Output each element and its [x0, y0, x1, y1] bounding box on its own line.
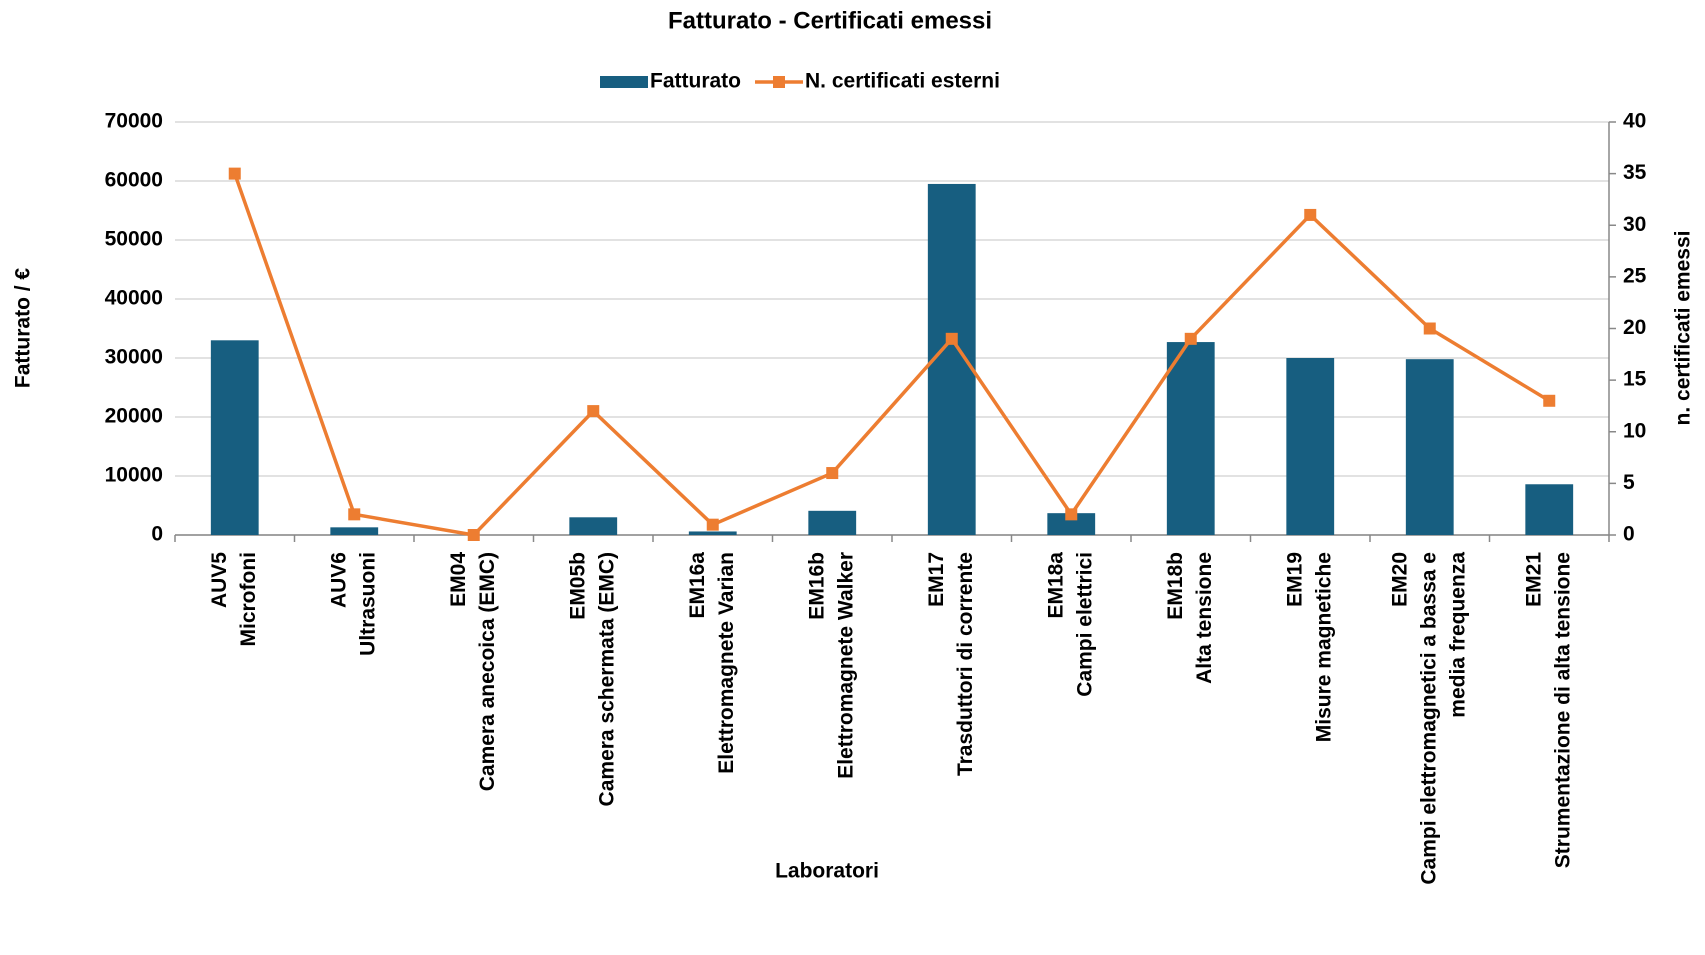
y2-tick-label: 0 [1623, 523, 1635, 546]
x-tick-label: Ultrasuoni [356, 552, 379, 656]
line [233, 173, 1551, 537]
y-tick-label: 60000 [105, 169, 163, 192]
y2-tick-label: 5 [1623, 471, 1635, 494]
x-tick-label: Alta tensione [1193, 552, 1216, 684]
bar [808, 510, 857, 535]
chart-title: Fatturato - Certificati emessi [668, 7, 992, 34]
marker [348, 508, 361, 521]
bar [688, 531, 737, 535]
y2-tick-label: 25 [1623, 264, 1647, 287]
x-tick-label: media frequenza [1446, 552, 1469, 718]
y-tick-label: 20000 [105, 405, 163, 428]
y2-axis-title: n. certificati emessi [1672, 231, 1695, 426]
y2-tick-label: 10 [1623, 419, 1646, 442]
bar [1166, 342, 1215, 535]
x-tick-label: EM20 [1388, 552, 1411, 607]
marker [1304, 208, 1317, 221]
marker [945, 332, 958, 345]
y-tick-label: 70000 [105, 110, 163, 133]
marker [587, 405, 600, 418]
bar [330, 527, 379, 535]
bar [1525, 484, 1574, 535]
x-tick-label: Campi elettrici [1073, 552, 1096, 697]
x-tick-label: Elettromagnete Varian [715, 552, 738, 774]
x-tick-label: EM21 [1522, 552, 1545, 607]
marker [1423, 322, 1436, 335]
y2-tick-label: 15 [1623, 368, 1647, 391]
y-tick-label: 50000 [105, 228, 163, 251]
marker [706, 518, 719, 531]
x-tick-label: Trasduttori di corrente [954, 552, 977, 776]
x-tick-label: Camera anecoica (EMC) [476, 552, 499, 791]
marker [1184, 332, 1197, 345]
marker [467, 529, 480, 541]
y-tick-label: 10000 [105, 464, 163, 487]
y2-tick-label: 20 [1623, 316, 1646, 339]
x-tick-label: Microfoni [237, 552, 260, 647]
y-tick-label: 30000 [105, 346, 163, 369]
x-tick-label: Elettromagnete Walker [834, 552, 857, 779]
marker [1543, 394, 1556, 407]
x-tick-label: EM18a [1044, 552, 1067, 619]
bar [1286, 358, 1335, 535]
x-axis-title: Laboratori [775, 860, 879, 883]
x-tick-label: Camera schermata (EMC) [595, 552, 618, 806]
bar [1405, 359, 1454, 535]
y-tick-label: 0 [151, 523, 163, 546]
x-tick-label: EM16a [686, 552, 709, 619]
x-tick-label: EM17 [925, 552, 948, 607]
marker [1065, 508, 1078, 521]
y-axis-title: Fatturato / € [12, 268, 35, 388]
legend-swatch [600, 76, 648, 88]
x-tick-label: EM04 [447, 552, 470, 607]
x-tick-label: Strumentazione di alta tensione [1551, 552, 1574, 868]
x-tick-label: AUV6 [327, 552, 350, 608]
bar [210, 340, 259, 535]
legend-label: N. certificati esterni [805, 70, 1000, 93]
y2-tick-label: 40 [1623, 110, 1646, 133]
x-tick-label: Misure magnetiche [1312, 552, 1335, 742]
bar [1047, 513, 1096, 535]
bar [569, 517, 618, 535]
y-tick-label: 40000 [105, 287, 163, 310]
marker [228, 167, 241, 180]
x-tick-label: EM05b [566, 552, 589, 620]
legend-swatch [773, 76, 785, 88]
x-tick-label: EM18b [1164, 552, 1187, 620]
x-tick-label: EM16b [805, 552, 828, 620]
y2-tick-label: 30 [1623, 213, 1646, 236]
y2-tick-label: 35 [1623, 161, 1647, 184]
x-tick-label: EM19 [1283, 552, 1306, 607]
x-tick-label: AUV5 [208, 552, 231, 608]
marker [826, 467, 839, 480]
x-tick-label: Campi elettromagnetici a bassa e [1417, 552, 1440, 885]
legend-label: Fatturato [650, 70, 741, 93]
